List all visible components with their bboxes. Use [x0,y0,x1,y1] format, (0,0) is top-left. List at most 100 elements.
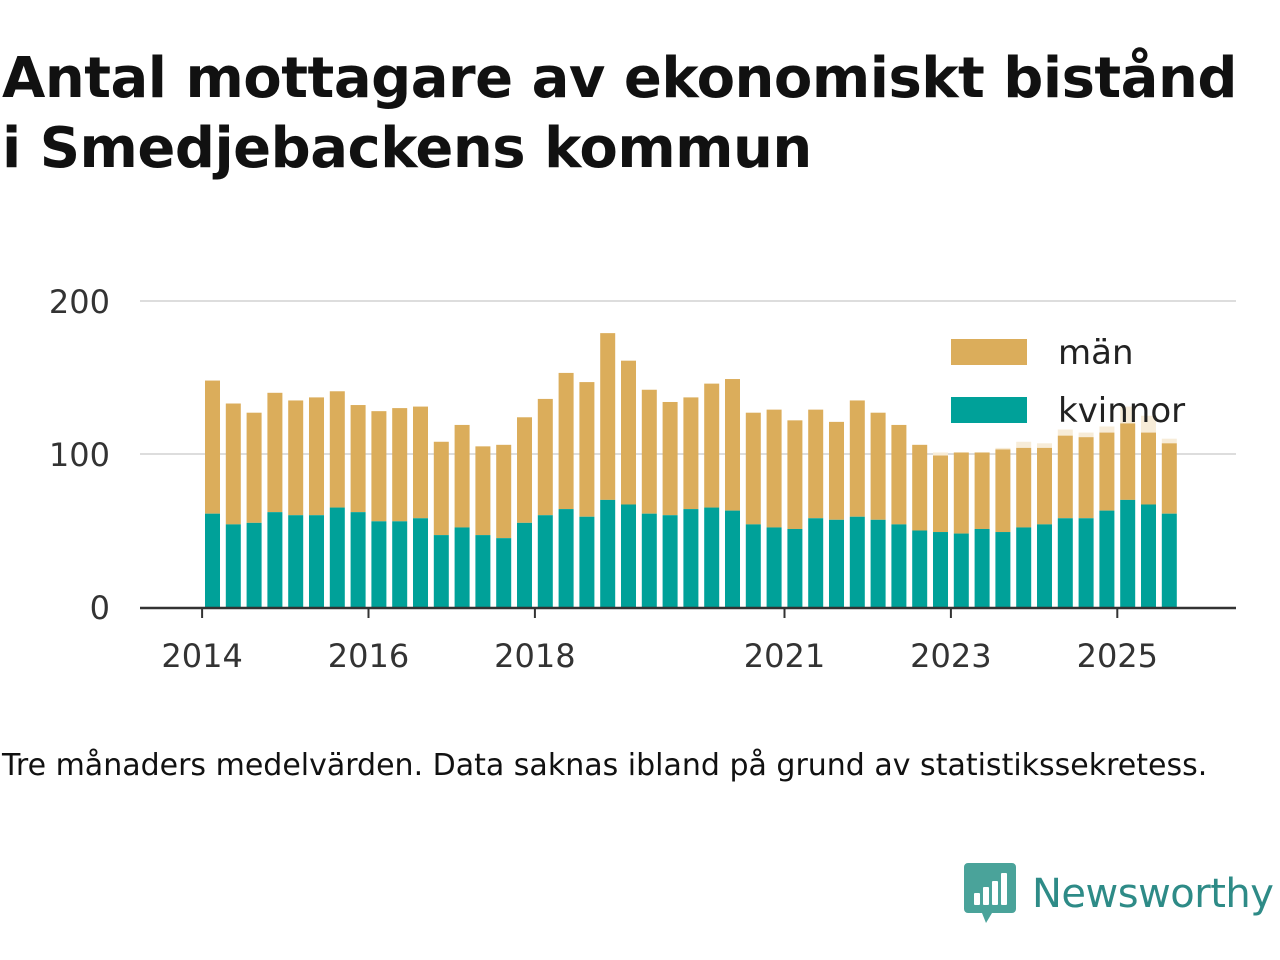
bar-kvinnor-21 [641,513,657,607]
bar-kvinnor-29 [808,518,824,607]
bar-man-33 [891,424,907,525]
bar-man-13 [475,446,491,536]
bar-kvinnor-15 [517,522,532,607]
bar-man-19 [600,333,616,500]
bar-kvinnor-39 [1016,527,1032,607]
bar-man-35 [933,455,948,533]
bar-man-0 [205,380,220,514]
bar-kvinnor-28 [787,528,803,607]
bar-faded-44 [1120,406,1136,424]
bar-kvinnor-41 [1057,518,1073,607]
bars [205,333,1177,607]
bar-man-30 [829,421,844,520]
bar-kvinnor-42 [1078,518,1094,607]
brand-name: Newsworthy [1032,871,1274,917]
bar-kvinnor-27 [766,527,782,607]
x-tick-label-2018: 2018 [494,637,575,675]
bar-kvinnor-43 [1099,510,1115,607]
bar-kvinnor-23 [683,509,699,607]
x-tick-label-2021: 2021 [744,637,825,675]
brand[interactable]: Newsworthy [964,862,1274,926]
legend-swatch-kvinnor [951,397,1027,423]
bar-kvinnor-22 [662,515,678,607]
bar-man-43 [1099,432,1115,511]
bar-kvinnor-32 [870,519,886,607]
bar-man-23 [683,397,699,510]
bar-kvinnor-12 [454,527,470,607]
bar-man-40 [1037,447,1052,525]
bar-man-10 [413,406,428,519]
bar-man-45 [1141,432,1156,505]
bar-kvinnor-13 [475,535,491,607]
bar-kvinnor-31 [849,516,865,607]
bar-kvinnor-16 [537,515,553,607]
bar-man-11 [433,441,449,536]
bar-kvinnor-35 [933,532,948,607]
bar-man-21 [641,389,657,514]
bar-kvinnor-20 [621,504,636,607]
bar-kvinnor-0 [205,513,220,607]
bar-faded-46 [1161,438,1177,444]
footnote: Tre månaders medelvärden. Data saknas ib… [2,748,1208,783]
bar-kvinnor-8 [371,521,387,607]
bar-kvinnor-19 [600,499,616,607]
bar-man-15 [517,417,532,523]
bar-kvinnor-9 [392,521,408,607]
bar-man-24 [704,383,720,508]
bar-kvinnor-30 [829,519,844,607]
bar-man-9 [392,408,408,522]
bar-kvinnor-18 [579,516,595,607]
bar-man-46 [1161,443,1177,514]
bar-kvinnor-11 [433,535,449,607]
bar-kvinnor-17 [558,509,574,607]
bar-man-36 [953,452,969,534]
x-axis: 2014 2016 2018 2021 2023 2025 [140,606,1236,675]
bar-man-12 [454,424,470,528]
x-tick-label-2014: 2014 [161,637,242,675]
legend-label-man: män [1058,333,1134,373]
bar-kvinnor-4 [288,515,304,607]
bar-kvinnor-37 [974,528,990,607]
bar-man-26 [745,412,761,525]
x-tick-label-2016: 2016 [328,637,409,675]
bar-kvinnor-24 [704,507,720,607]
chart-title: Antal mottagare av ekonomiskt bistånd i … [2,44,1278,184]
bar-man-7 [350,405,366,513]
bar-kvinnor-1 [225,524,241,607]
bar-man-38 [995,449,1011,533]
y-tick-label-0: 0 [90,589,110,627]
legend-swatch-man [951,339,1027,365]
bar-kvinnor-7 [350,512,366,607]
y-tick-label-200: 200 [49,283,110,321]
bar-kvinnor-38 [995,532,1011,607]
bar-man-16 [537,398,553,516]
bar-man-25 [725,379,740,511]
bar-man-44 [1120,423,1136,500]
legend-label-kvinnor: kvinnor [1058,391,1185,431]
bar-man-6 [329,391,345,508]
bar-man-41 [1057,435,1073,519]
title-line-1: Antal mottagare av ekonomiskt bistånd [2,46,1237,111]
bar-kvinnor-14 [496,538,512,607]
bar-kvinnor-6 [329,507,345,607]
bar-kvinnor-45 [1141,504,1156,607]
title-line-2: i Smedjebackens kommun [2,116,812,181]
bar-kvinnor-10 [413,518,428,607]
bar-man-14 [496,444,512,539]
bar-faded-43 [1099,426,1115,433]
bar-man-37 [974,452,990,529]
bar-man-39 [1016,447,1032,528]
bar-faded-39 [1016,441,1032,448]
bar-man-20 [621,360,636,505]
bar-man-22 [662,401,678,516]
bar-kvinnor-44 [1120,499,1136,607]
bar-man-2 [246,412,262,523]
bar-kvinnor-26 [745,524,761,607]
bar-kvinnor-40 [1037,524,1052,607]
bar-chart: 0 100 200 2014 2016 2018 2021 2023 2025 män kvin… [49,283,1236,675]
x-tick-label-2025: 2025 [1077,637,1158,675]
bar-kvinnor-3 [267,512,283,607]
legend: män kvinnor [951,333,1185,431]
bar-man-27 [766,409,782,528]
bar-man-4 [288,400,304,516]
